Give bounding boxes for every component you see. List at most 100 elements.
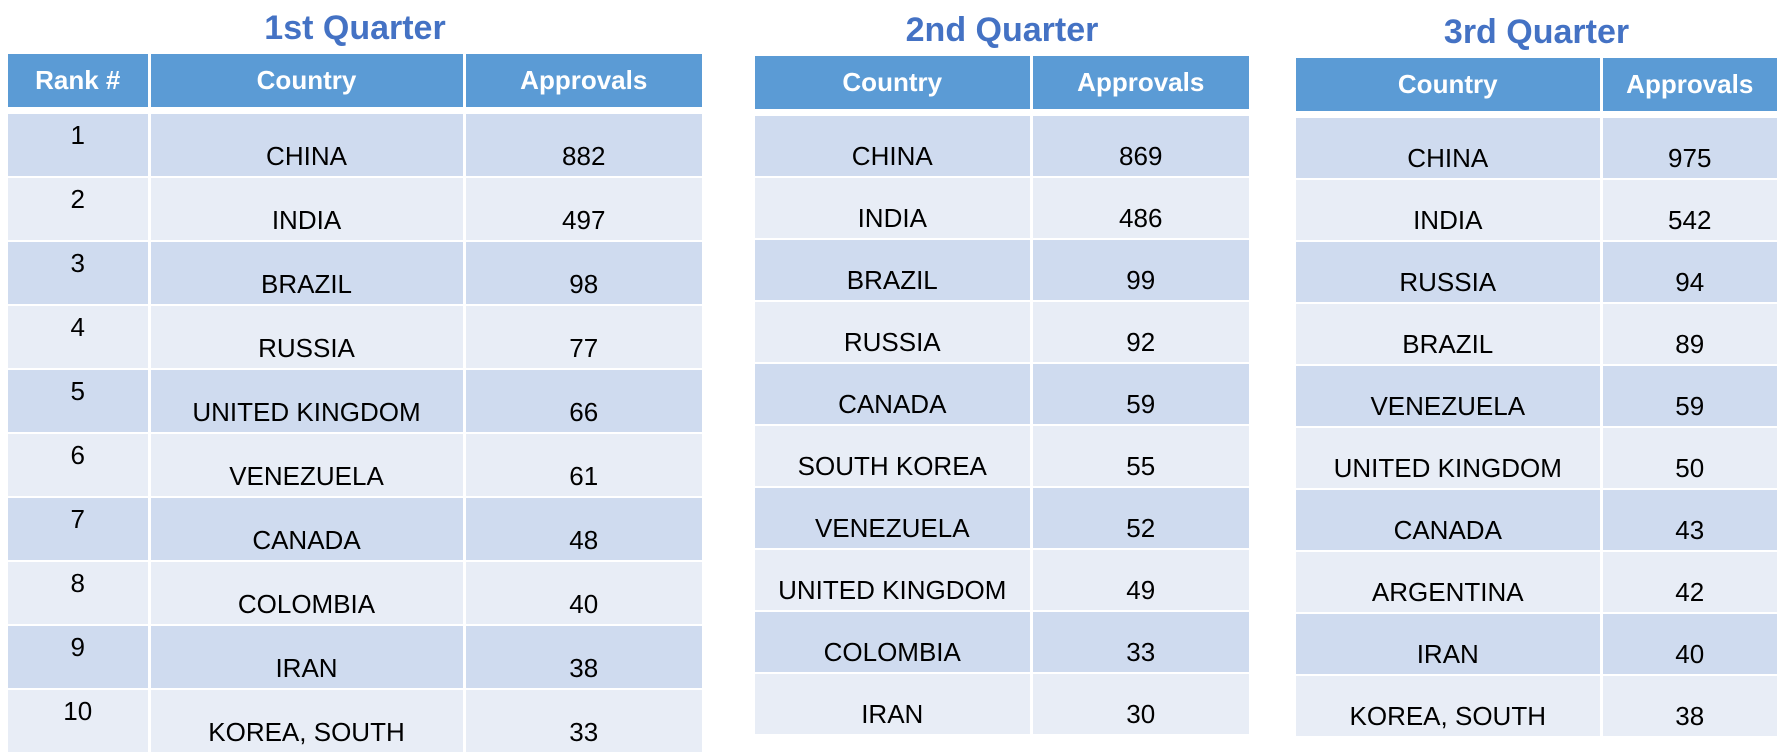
approvals-cell: 33 <box>1031 611 1249 674</box>
rank-cell: 1 <box>8 110 151 178</box>
approvals-cell: 869 <box>1031 112 1249 178</box>
approvals-cell: 486 <box>1031 177 1249 240</box>
country-cell: CHINA <box>1296 114 1603 180</box>
rank-cell: 10 <box>8 689 151 754</box>
rank-cell: 4 <box>8 305 151 370</box>
q3-table-body: CHINA 975 INDIA 542 RUSSIA 94 BRAZIL 89 VENEZUEL… <box>1296 114 1777 738</box>
q3-header-country: Country <box>1296 58 1603 118</box>
table-row: KOREA, SOUTH 38 <box>1296 675 1777 738</box>
country-cell: CHINA <box>149 110 466 178</box>
table-row: IRAN 30 <box>755 673 1249 736</box>
q1-header-row: Rank # Country Approvals <box>8 54 702 114</box>
table-row: INDIA 486 <box>755 177 1249 240</box>
approvals-cell: 48 <box>464 497 702 562</box>
table-row: CHINA 869 <box>755 112 1249 178</box>
table-row: VENEZUELA 59 <box>1296 365 1777 428</box>
q2-header-country: Country <box>755 56 1033 116</box>
country-cell: INDIA <box>149 177 466 242</box>
approvals-cell: 89 <box>1601 303 1777 366</box>
country-cell: SOUTH KOREA <box>755 425 1033 488</box>
q2-section: 2nd Quarter Country Approvals CHINA 869 IN… <box>755 10 1249 736</box>
table-row: 3 BRAZIL 98 <box>8 241 702 306</box>
country-cell: BRAZIL <box>1296 303 1603 366</box>
table-row: 10 KOREA, SOUTH 33 <box>8 689 702 754</box>
approvals-cell: 59 <box>1031 363 1249 426</box>
approvals-cell: 92 <box>1031 301 1249 364</box>
q1-table: Rank # Country Approvals 1 CHINA 882 2 INDIA… <box>8 54 702 754</box>
country-cell: INDIA <box>755 177 1033 240</box>
q1-header-approvals: Approvals <box>464 54 702 114</box>
country-cell: COLOMBIA <box>149 561 466 626</box>
approvals-cell: 55 <box>1031 425 1249 488</box>
approvals-cell: 30 <box>1031 673 1249 736</box>
table-row: 5 UNITED KINGDOM 66 <box>8 369 702 434</box>
table-row: 4 RUSSIA 77 <box>8 305 702 370</box>
table-row: 7 CANADA 48 <box>8 497 702 562</box>
q1-header-country: Country <box>149 54 466 114</box>
approvals-cell: 42 <box>1601 551 1777 614</box>
approvals-cell: 52 <box>1031 487 1249 550</box>
country-cell: BRAZIL <box>755 239 1033 302</box>
country-cell: UNITED KINGDOM <box>149 369 466 434</box>
country-cell: VENEZUELA <box>149 433 466 498</box>
table-row: BRAZIL 89 <box>1296 303 1777 366</box>
table-row: IRAN 40 <box>1296 613 1777 676</box>
q1-section: 1st Quarter Rank # Country Approvals 1 CH… <box>8 8 702 754</box>
rank-cell: 6 <box>8 433 151 498</box>
approvals-cell: 542 <box>1601 179 1777 242</box>
table-row: UNITED KINGDOM 49 <box>755 549 1249 612</box>
rank-cell: 8 <box>8 561 151 626</box>
approvals-cell: 66 <box>464 369 702 434</box>
country-cell: RUSSIA <box>149 305 466 370</box>
country-cell: KOREA, SOUTH <box>1296 675 1603 738</box>
approvals-cell: 40 <box>1601 613 1777 676</box>
table-row: CANADA 59 <box>755 363 1249 426</box>
q3-title: 3rd Quarter <box>1443 13 1630 51</box>
approvals-cell: 49 <box>1031 549 1249 612</box>
approvals-cell: 38 <box>1601 675 1777 738</box>
table-row: COLOMBIA 33 <box>755 611 1249 674</box>
table-row: INDIA 542 <box>1296 179 1777 242</box>
approvals-cell: 882 <box>464 110 702 178</box>
approvals-cell: 98 <box>464 241 702 306</box>
country-cell: COLOMBIA <box>755 611 1033 674</box>
country-cell: CANADA <box>755 363 1033 426</box>
table-row: BRAZIL 99 <box>755 239 1249 302</box>
rank-cell: 9 <box>8 625 151 690</box>
country-cell: CHINA <box>755 112 1033 178</box>
rank-cell: 5 <box>8 369 151 434</box>
q3-header-approvals: Approvals <box>1601 58 1777 118</box>
table-row: VENEZUELA 52 <box>755 487 1249 550</box>
approvals-cell: 61 <box>464 433 702 498</box>
country-cell: IRAN <box>149 625 466 690</box>
q2-table-body: CHINA 869 INDIA 486 BRAZIL 99 RUSSIA 92 CANADA 59… <box>755 112 1249 736</box>
q1-title: 1st Quarter <box>264 9 446 47</box>
country-cell: CANADA <box>149 497 466 562</box>
table-row: 9 IRAN 38 <box>8 625 702 690</box>
approvals-cell: 497 <box>464 177 702 242</box>
table-row: 8 COLOMBIA 40 <box>8 561 702 626</box>
approvals-cell: 975 <box>1601 114 1777 180</box>
approvals-cell: 50 <box>1601 427 1777 490</box>
table-row: CANADA 43 <box>1296 489 1777 552</box>
rank-cell: 2 <box>8 177 151 242</box>
country-cell: INDIA <box>1296 179 1603 242</box>
country-cell: IRAN <box>1296 613 1603 676</box>
table-row: 6 VENEZUELA 61 <box>8 433 702 498</box>
q3-section: 3rd Quarter Country Approvals CHINA 975 IN… <box>1296 12 1777 738</box>
q1-table-body: 1 CHINA 882 2 INDIA 497 3 BRAZIL 98 4 RUSSIA 77 5 UNI… <box>8 110 702 754</box>
approvals-cell: 94 <box>1601 241 1777 304</box>
table-row: CHINA 975 <box>1296 114 1777 180</box>
country-cell: VENEZUELA <box>755 487 1033 550</box>
table-row: ARGENTINA 42 <box>1296 551 1777 614</box>
table-row: 2 INDIA 497 <box>8 177 702 242</box>
country-cell: RUSSIA <box>1296 241 1603 304</box>
approvals-cell: 59 <box>1601 365 1777 428</box>
approvals-cell: 33 <box>464 689 702 754</box>
approvals-cell: 38 <box>464 625 702 690</box>
country-cell: ARGENTINA <box>1296 551 1603 614</box>
country-cell: CANADA <box>1296 489 1603 552</box>
approvals-cell: 43 <box>1601 489 1777 552</box>
rank-cell: 3 <box>8 241 151 306</box>
q3-table: Country Approvals CHINA 975 INDIA 542 RUSSIA… <box>1296 58 1777 738</box>
